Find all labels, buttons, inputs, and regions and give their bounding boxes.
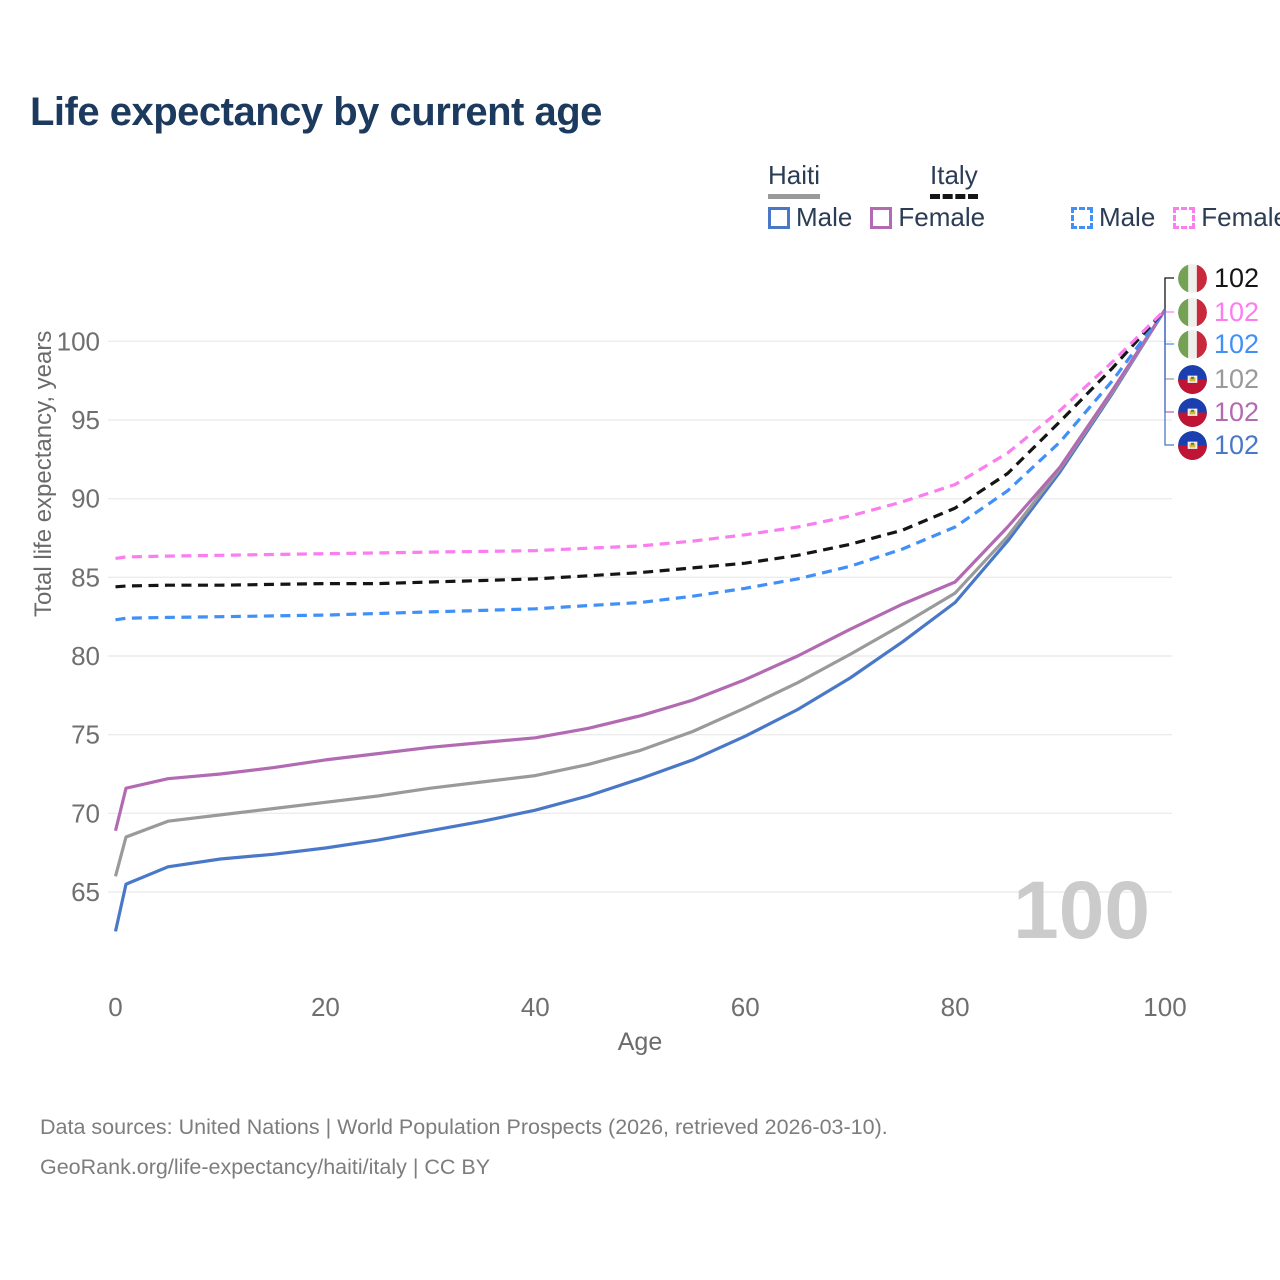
- end-label-haiti-female: 102: [1178, 396, 1259, 428]
- haiti-female-swatch-icon: [870, 206, 893, 229]
- y-tick-90: 90: [71, 484, 100, 514]
- legend-item-haiti-female[interactable]: Female: [870, 202, 985, 233]
- italy-flag-icon: [1178, 297, 1207, 327]
- x-tick-40: 40: [521, 992, 550, 1022]
- italy-male-swatch-icon: [1070, 206, 1093, 229]
- x-tick-100: 100: [1143, 992, 1186, 1022]
- series-line-italy-female[interactable]: [115, 308, 1167, 560]
- y-tick-80: 80: [71, 641, 100, 671]
- footer: Data sources: United Nations | World Pop…: [40, 1108, 888, 1188]
- series-line-haiti-male[interactable]: [113, 308, 1167, 932]
- italy-female-swatch-icon: [1173, 206, 1196, 229]
- end-label-value: 102: [1214, 396, 1260, 427]
- end-label-value: 102: [1214, 296, 1260, 327]
- haiti-flag-icon: [1178, 397, 1207, 427]
- end-label-connector: [1164, 309, 1174, 345]
- end-label-connector: [1164, 309, 1174, 446]
- italy-flag-icon: [1178, 263, 1207, 293]
- end-label-value: 102: [1214, 363, 1260, 394]
- x-tick-0: 0: [108, 992, 122, 1022]
- end-label-haiti-total: 102: [1178, 363, 1259, 395]
- legend-group-haiti[interactable]: Haiti: [768, 160, 821, 199]
- legend-item-haiti-male[interactable]: Male: [768, 202, 852, 233]
- end-label-haiti-male: 102: [1178, 429, 1259, 461]
- y-tick-100: 100: [57, 326, 100, 356]
- haiti-male-swatch-icon: [768, 206, 790, 229]
- x-axis-title: Age: [617, 1028, 663, 1056]
- haiti-flag-icon: [1178, 364, 1207, 394]
- end-label-italy-female: 102: [1178, 296, 1259, 328]
- x-tick-80: 80: [941, 992, 970, 1022]
- y-tick-95: 95: [71, 405, 100, 435]
- italy-flag-icon: [1178, 329, 1207, 359]
- hover-age-watermark: 100: [1013, 865, 1150, 956]
- legend: Haiti Italy Male Female Male Female: [768, 160, 1280, 232]
- legend-group-italy[interactable]: Italy: [930, 160, 978, 199]
- footer-attribution: GeoRank.org/life-expectancy/haiti/italy …: [40, 1154, 491, 1179]
- end-label-connector: [1164, 277, 1174, 310]
- footer-data-sources: Data sources: United Nations | World Pop…: [40, 1115, 888, 1139]
- series-line-haiti-female[interactable]: [113, 308, 1167, 832]
- page-title: Life expectancy by current age: [30, 90, 602, 134]
- end-label-value: 102: [1214, 262, 1260, 293]
- y-tick-85: 85: [71, 562, 100, 592]
- y-tick-65: 65: [71, 877, 100, 907]
- legend-item-italy-female[interactable]: Female: [1173, 202, 1280, 233]
- end-label-value: 102: [1214, 328, 1260, 359]
- haiti-flag-icon: [1178, 430, 1207, 460]
- legend-item-italy-male[interactable]: Male: [1070, 202, 1155, 233]
- x-tick-60: 60: [731, 992, 760, 1022]
- y-tick-75: 75: [71, 720, 100, 750]
- y-tick-70: 70: [71, 798, 100, 828]
- x-tick-20: 20: [311, 992, 340, 1022]
- end-label-italy-total: 102: [1178, 262, 1259, 294]
- series-line-italy-male[interactable]: [115, 308, 1167, 622]
- end-label-connector: [1164, 309, 1174, 413]
- end-label-connector: [1164, 309, 1174, 313]
- end-label-value: 102: [1214, 429, 1260, 460]
- end-label-italy-male: 102: [1178, 328, 1259, 360]
- series-line-italy-total[interactable]: [115, 308, 1167, 589]
- series-line-haiti-total[interactable]: [113, 308, 1167, 877]
